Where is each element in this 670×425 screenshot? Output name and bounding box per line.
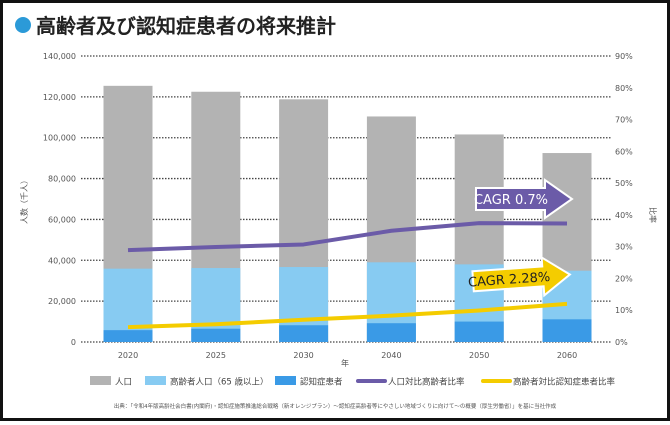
cagr-dementia-arrow: CAGR 2.28% xyxy=(468,255,572,298)
legend-label: 人口対比高齢者比率 xyxy=(388,377,465,388)
y2-tick-label: 80% xyxy=(615,84,633,93)
legend-label: 認知症患者 xyxy=(300,377,343,388)
legend-swatch xyxy=(145,376,166,385)
y-tick-label: 120,000 xyxy=(43,93,76,102)
y-axis-label: 人数（千人） xyxy=(19,176,29,224)
legend-label: 人口 xyxy=(115,378,132,388)
bar-dementia xyxy=(454,321,504,342)
x-tick-label: 2050 xyxy=(469,351,489,360)
x-tick-label: 2020 xyxy=(118,351,138,360)
y-tick-label: 80,000 xyxy=(48,175,76,184)
y2-tick-label: 30% xyxy=(615,243,633,252)
bar-dementia xyxy=(103,330,153,342)
cagr-dementia-label: CAGR 2.28% xyxy=(468,270,551,291)
bar-dementia xyxy=(279,325,329,342)
y2-tick-label: 60% xyxy=(615,147,633,156)
y2-tick-label: 40% xyxy=(615,211,633,220)
bar-elderly xyxy=(103,268,153,342)
legend-swatch xyxy=(90,376,111,385)
line-elderly-ratio xyxy=(127,221,568,253)
cagr-elderly-label: CAGR 0.7% xyxy=(474,193,548,208)
y2-tick-label: 70% xyxy=(615,116,633,125)
x-axis-label: 年 xyxy=(341,358,349,368)
y2-tick-label: 10% xyxy=(615,306,633,315)
y2-tick-label: 90% xyxy=(615,52,633,61)
chart-title: 高齢者及び認知症患者の将来推計 xyxy=(36,14,336,38)
x-tick-label: 2040 xyxy=(381,351,401,360)
y-tick-label: 0 xyxy=(71,338,76,347)
y-tick-label: 40,000 xyxy=(48,256,76,265)
legend: 人口 高齢者人口（65 歳以上） 認知症患者 人口対比高齢者比率 高齢者対比認知症患者比… xyxy=(90,376,616,388)
y2-tick-label: 0% xyxy=(615,338,628,347)
y2-tick-label: 20% xyxy=(615,274,633,283)
y2-axis-label: 比率 xyxy=(648,207,658,223)
x-tick-label: 2025 xyxy=(206,351,226,360)
y-tick-label: 140,000 xyxy=(43,52,76,61)
bar-dementia xyxy=(542,319,592,342)
line-dementia-ratio xyxy=(127,301,568,330)
y2-tick-label: 50% xyxy=(615,179,633,188)
x-tick-label: 2060 xyxy=(557,351,577,360)
legend-label: 高齢者対比認知症患者比率 xyxy=(513,377,616,388)
bar-dementia xyxy=(191,328,241,342)
legend-label: 高齢者人口（65 歳以上） xyxy=(170,377,269,388)
cagr-elderly-arrow: CAGR 0.7% xyxy=(474,178,574,220)
y-tick-label: 20,000 xyxy=(48,297,76,306)
bar-dementia xyxy=(366,323,416,342)
x-tick-label: 2030 xyxy=(293,351,313,360)
legend-swatch xyxy=(275,376,296,385)
y-tick-label: 60,000 xyxy=(48,215,76,224)
y-tick-label: 100,000 xyxy=(43,134,76,143)
title-bullet-icon xyxy=(15,17,31,33)
source-note: 出典：「令和4年版高齢社会白書(内閣府)・認知症施策推進総合戦略（新オレンジプラ… xyxy=(114,402,557,410)
